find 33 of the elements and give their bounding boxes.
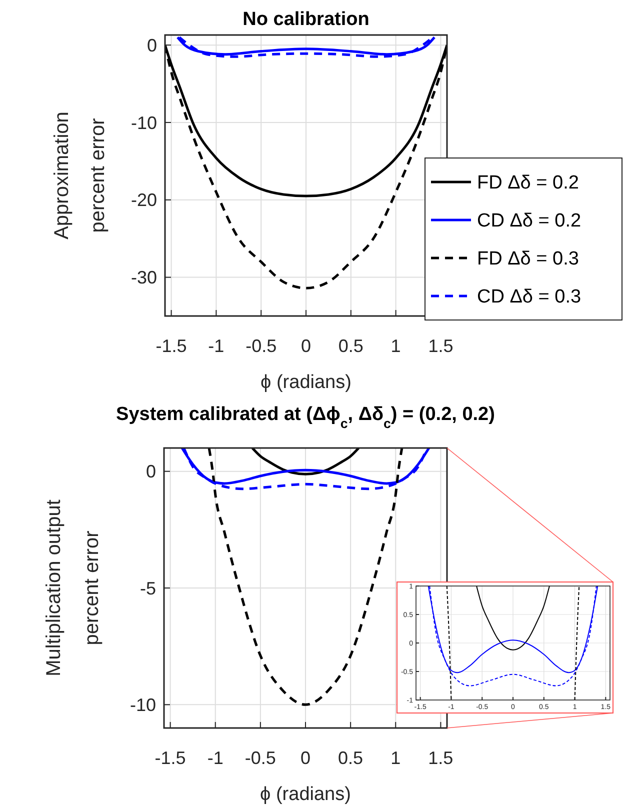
y-tick-label: -20 [130,190,157,210]
x-axis-title: ϕ (radians) [260,372,352,393]
x-tick-label: 0.5 [338,748,364,768]
x-tick-label: -1.5 [156,336,187,356]
line-series [251,448,360,476]
x-tick-label: 1.5 [428,748,454,768]
legend-label: FD Δδ = 0.2 [477,172,579,194]
x-tick-label: -0.5 [244,748,276,768]
x-tick-label: 1 [390,336,401,356]
y-tick-label: -5 [140,578,156,598]
y-tick-label: 0 [146,35,157,56]
x-tick-label: 0 [300,336,312,356]
y-tick-label: -10 [130,112,157,133]
x-tick-label: 0.5 [338,336,364,356]
x-tick-label: 0 [300,748,311,768]
y-axis-title: Approximation percent error [51,112,109,240]
x-axis-title: ϕ (radians) [260,784,351,805]
chart-title: No calibration [242,9,370,30]
x-tick-label: -1.5 [154,748,186,768]
chart-title: System calibrated at (Δϕ$_{c}$, Δδ$_{c}$) = (0.2, 0.2) [116,404,495,430]
y-tick-label: 0 [146,462,156,482]
y-axis-title: Multiplication output percent error [43,499,103,676]
x-tick-label: -0.5 [246,336,277,356]
legend-label: CD Δδ = 0.2 [477,210,582,232]
legend-label: CD Δδ = 0.3 [477,286,582,308]
line-series [476,586,550,650]
y-tick-label: -10 [130,694,156,715]
y-tick-label: -30 [130,268,157,288]
x-tick-label: 1 [390,748,401,768]
legend-label: FD Δδ = 0.3 [477,248,579,270]
x-tick-label: 1.5 [428,336,454,356]
x-tick-label: -1 [208,336,224,356]
x-tick-label: -1 [207,748,224,768]
